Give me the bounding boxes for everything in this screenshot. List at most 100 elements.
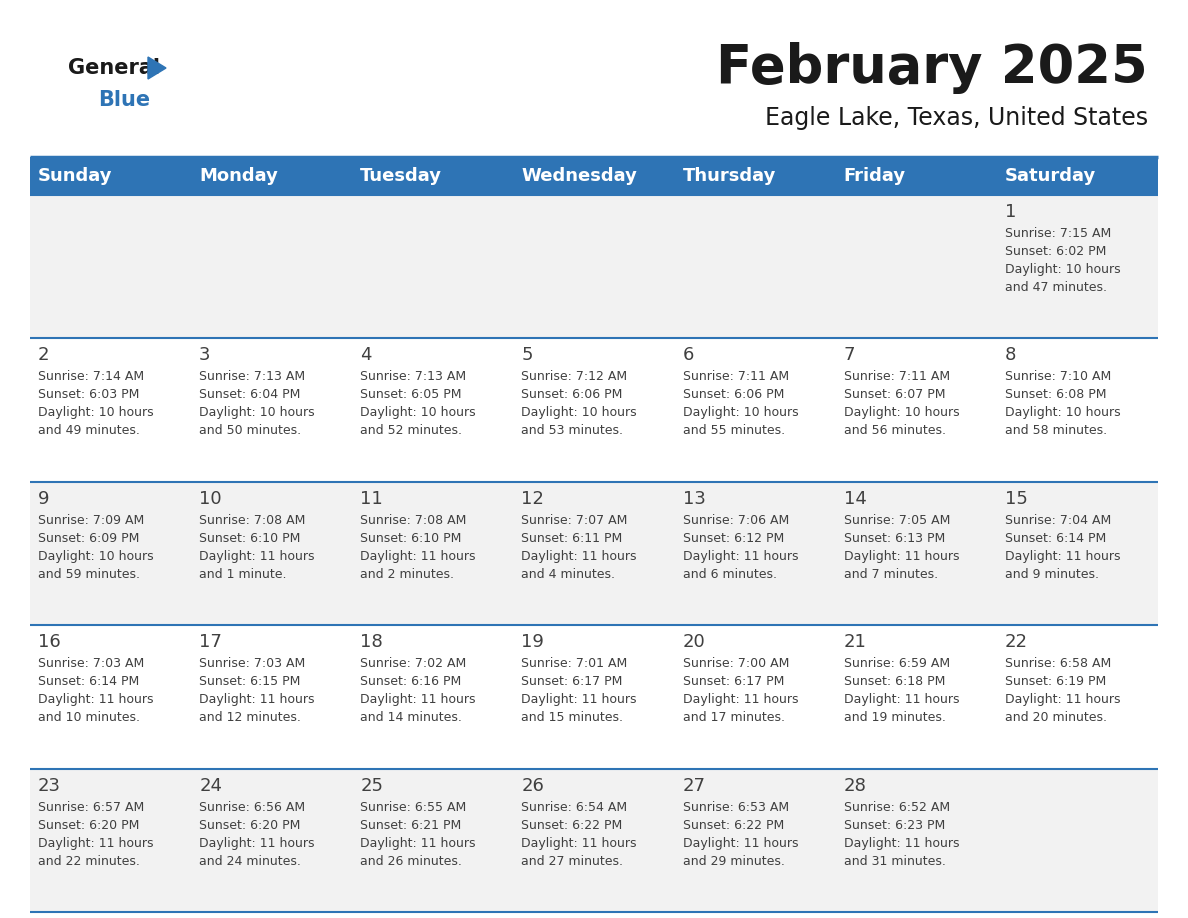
Text: Sunset: 6:17 PM: Sunset: 6:17 PM (683, 676, 784, 688)
Text: Daylight: 11 hours: Daylight: 11 hours (200, 836, 315, 849)
Text: and 15 minutes.: and 15 minutes. (522, 711, 624, 724)
Text: Daylight: 11 hours: Daylight: 11 hours (843, 836, 959, 849)
Text: Sunrise: 6:52 AM: Sunrise: 6:52 AM (843, 800, 950, 813)
Text: 10: 10 (200, 490, 222, 508)
Text: Sunrise: 7:00 AM: Sunrise: 7:00 AM (683, 657, 789, 670)
Text: 17: 17 (200, 633, 222, 651)
Text: Thursday: Thursday (683, 167, 776, 185)
Text: 28: 28 (843, 777, 866, 795)
Text: Sunrise: 6:53 AM: Sunrise: 6:53 AM (683, 800, 789, 813)
Text: Eagle Lake, Texas, United States: Eagle Lake, Texas, United States (765, 106, 1148, 130)
Text: Sunset: 6:19 PM: Sunset: 6:19 PM (1005, 676, 1106, 688)
Text: and 26 minutes.: and 26 minutes. (360, 855, 462, 868)
Text: Monday: Monday (200, 167, 278, 185)
Text: Wednesday: Wednesday (522, 167, 637, 185)
Text: 26: 26 (522, 777, 544, 795)
Text: Blue: Blue (97, 90, 150, 110)
Text: Sunrise: 7:14 AM: Sunrise: 7:14 AM (38, 370, 144, 384)
Text: Daylight: 11 hours: Daylight: 11 hours (683, 550, 798, 563)
Text: and 1 minute.: and 1 minute. (200, 568, 286, 581)
Text: Sunrise: 7:04 AM: Sunrise: 7:04 AM (1005, 514, 1111, 527)
Text: Daylight: 11 hours: Daylight: 11 hours (38, 836, 153, 849)
Text: Sunset: 6:14 PM: Sunset: 6:14 PM (1005, 532, 1106, 544)
Text: and 17 minutes.: and 17 minutes. (683, 711, 784, 724)
Text: and 55 minutes.: and 55 minutes. (683, 424, 785, 437)
Text: and 14 minutes.: and 14 minutes. (360, 711, 462, 724)
Text: Daylight: 10 hours: Daylight: 10 hours (1005, 407, 1120, 420)
Text: Sunset: 6:17 PM: Sunset: 6:17 PM (522, 676, 623, 688)
Text: Sunset: 6:03 PM: Sunset: 6:03 PM (38, 388, 139, 401)
Text: Sunrise: 7:09 AM: Sunrise: 7:09 AM (38, 514, 144, 527)
Bar (30, 157, 1158, 195)
Text: 5: 5 (522, 346, 533, 364)
Text: 25: 25 (360, 777, 384, 795)
Text: 19: 19 (522, 633, 544, 651)
Text: Sunrise: 7:13 AM: Sunrise: 7:13 AM (360, 370, 467, 384)
Text: Sunday: Sunday (38, 167, 113, 185)
Bar (30, 339, 1158, 482)
Bar (30, 195, 1158, 339)
Text: Daylight: 10 hours: Daylight: 10 hours (843, 407, 960, 420)
Text: Sunset: 6:22 PM: Sunset: 6:22 PM (683, 819, 784, 832)
Text: Daylight: 11 hours: Daylight: 11 hours (522, 836, 637, 849)
Text: Daylight: 11 hours: Daylight: 11 hours (843, 693, 959, 706)
Text: Daylight: 11 hours: Daylight: 11 hours (843, 550, 959, 563)
Text: and 7 minutes.: and 7 minutes. (843, 568, 937, 581)
Text: Daylight: 11 hours: Daylight: 11 hours (200, 693, 315, 706)
Text: and 4 minutes.: and 4 minutes. (522, 568, 615, 581)
Text: Sunrise: 7:03 AM: Sunrise: 7:03 AM (200, 657, 305, 670)
Text: Daylight: 11 hours: Daylight: 11 hours (1005, 550, 1120, 563)
Text: Daylight: 11 hours: Daylight: 11 hours (1005, 693, 1120, 706)
Text: Sunset: 6:06 PM: Sunset: 6:06 PM (683, 388, 784, 401)
Text: and 47 minutes.: and 47 minutes. (1005, 281, 1107, 294)
Text: Sunset: 6:22 PM: Sunset: 6:22 PM (522, 819, 623, 832)
Text: 18: 18 (360, 633, 383, 651)
Text: Sunrise: 7:01 AM: Sunrise: 7:01 AM (522, 657, 627, 670)
Text: 23: 23 (38, 777, 61, 795)
Text: Sunset: 6:09 PM: Sunset: 6:09 PM (38, 532, 139, 544)
Text: Daylight: 11 hours: Daylight: 11 hours (522, 693, 637, 706)
Text: Sunrise: 6:58 AM: Sunrise: 6:58 AM (1005, 657, 1111, 670)
Text: 2: 2 (38, 346, 50, 364)
Text: Daylight: 10 hours: Daylight: 10 hours (38, 407, 153, 420)
Text: 14: 14 (843, 490, 866, 508)
Text: Sunset: 6:18 PM: Sunset: 6:18 PM (843, 676, 946, 688)
Text: 20: 20 (683, 633, 706, 651)
Text: Sunrise: 6:55 AM: Sunrise: 6:55 AM (360, 800, 467, 813)
Text: Sunrise: 7:06 AM: Sunrise: 7:06 AM (683, 514, 789, 527)
Text: Sunset: 6:10 PM: Sunset: 6:10 PM (360, 532, 462, 544)
Text: 3: 3 (200, 346, 210, 364)
Text: and 29 minutes.: and 29 minutes. (683, 855, 784, 868)
Text: Sunset: 6:20 PM: Sunset: 6:20 PM (38, 819, 139, 832)
Text: and 22 minutes.: and 22 minutes. (38, 855, 140, 868)
Text: and 52 minutes.: and 52 minutes. (360, 424, 462, 437)
Text: Sunrise: 7:03 AM: Sunrise: 7:03 AM (38, 657, 144, 670)
Text: Friday: Friday (843, 167, 905, 185)
Text: Sunset: 6:10 PM: Sunset: 6:10 PM (200, 532, 301, 544)
Text: and 27 minutes.: and 27 minutes. (522, 855, 624, 868)
Text: 13: 13 (683, 490, 706, 508)
Text: Daylight: 11 hours: Daylight: 11 hours (360, 550, 475, 563)
Text: Daylight: 11 hours: Daylight: 11 hours (683, 693, 798, 706)
Text: Sunrise: 7:08 AM: Sunrise: 7:08 AM (360, 514, 467, 527)
Text: Sunrise: 6:59 AM: Sunrise: 6:59 AM (843, 657, 950, 670)
Text: Daylight: 10 hours: Daylight: 10 hours (683, 407, 798, 420)
Text: Sunrise: 7:13 AM: Sunrise: 7:13 AM (200, 370, 305, 384)
Text: 12: 12 (522, 490, 544, 508)
Text: Sunrise: 7:05 AM: Sunrise: 7:05 AM (843, 514, 950, 527)
Text: Daylight: 10 hours: Daylight: 10 hours (360, 407, 476, 420)
Text: and 24 minutes.: and 24 minutes. (200, 855, 301, 868)
Text: 7: 7 (843, 346, 855, 364)
Text: Daylight: 10 hours: Daylight: 10 hours (1005, 263, 1120, 276)
Text: Sunset: 6:13 PM: Sunset: 6:13 PM (843, 532, 944, 544)
Text: Sunrise: 7:02 AM: Sunrise: 7:02 AM (360, 657, 467, 670)
Text: Sunset: 6:16 PM: Sunset: 6:16 PM (360, 676, 461, 688)
Text: 8: 8 (1005, 346, 1016, 364)
Text: and 56 minutes.: and 56 minutes. (843, 424, 946, 437)
Text: 16: 16 (38, 633, 61, 651)
Text: Daylight: 10 hours: Daylight: 10 hours (38, 550, 153, 563)
Text: and 6 minutes.: and 6 minutes. (683, 568, 777, 581)
Text: Sunrise: 7:11 AM: Sunrise: 7:11 AM (843, 370, 950, 384)
Text: and 2 minutes.: and 2 minutes. (360, 568, 454, 581)
Text: and 59 minutes.: and 59 minutes. (38, 568, 140, 581)
